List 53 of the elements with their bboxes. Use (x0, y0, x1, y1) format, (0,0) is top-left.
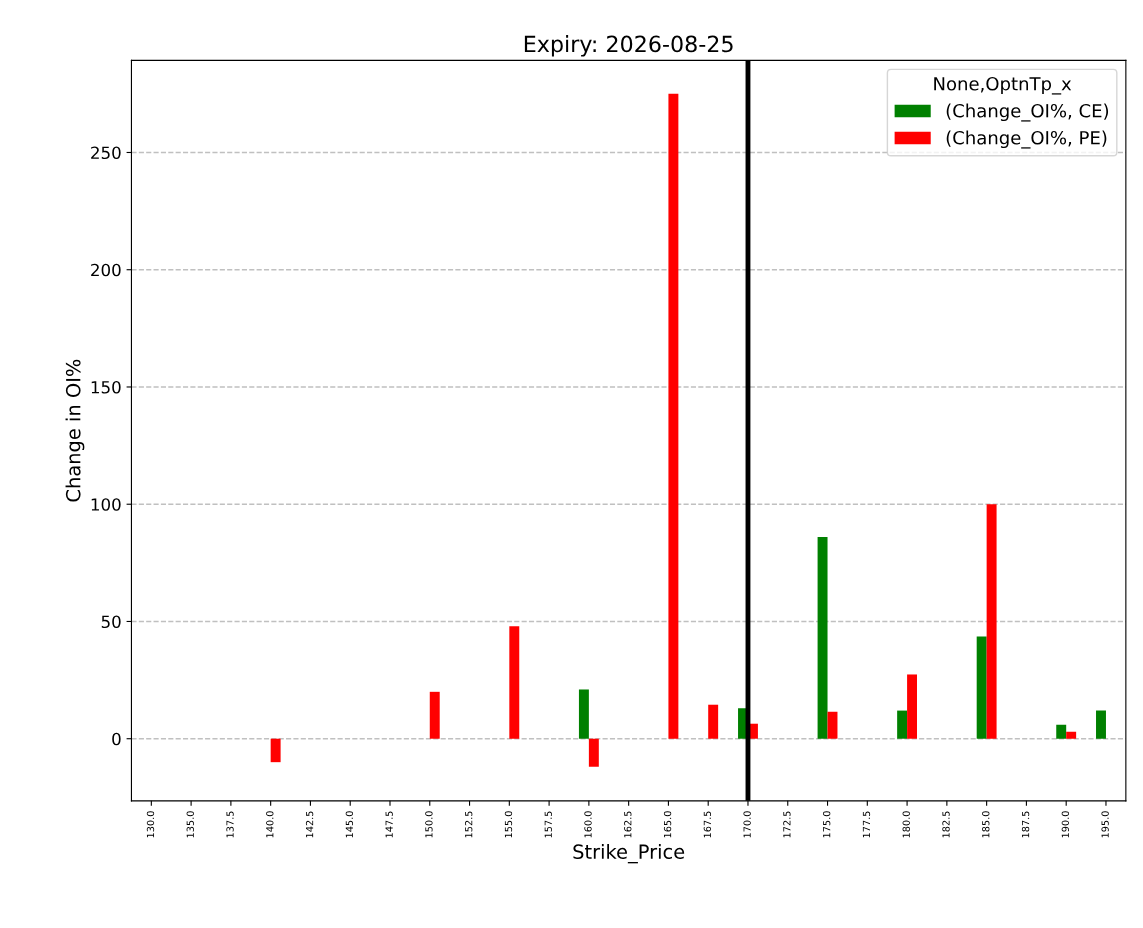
x-tick-label: 182.5 (942, 811, 950, 838)
bar (976, 636, 987, 739)
x-axis-title: Strike_Price (573, 843, 685, 864)
bar (270, 738, 281, 763)
x-tick-label: 150.0 (425, 811, 433, 838)
x-tick-label: 190.0 (1061, 811, 1070, 838)
bar (1056, 724, 1067, 739)
bar (817, 537, 828, 739)
x-tick-label: 170.0 (743, 811, 751, 838)
x-tick-label: 167.5 (703, 811, 712, 838)
x-tick-label: 140.0 (266, 811, 274, 838)
y-tick-label: 250 (91, 146, 121, 160)
chart-title: Expiry: 2026-08-25 (524, 35, 733, 57)
bar (668, 93, 679, 739)
legend-label: (Change_OI%, PE) (946, 130, 1107, 149)
x-tick-label: 172.5 (783, 811, 791, 838)
bar (588, 738, 599, 767)
x-tick-label: 157.5 (544, 811, 552, 838)
x-tick-label: 187.5 (1021, 811, 1030, 838)
x-tick-label: 142.5 (305, 811, 314, 838)
x-tick-label: 175.0 (823, 811, 831, 838)
bar (986, 504, 997, 739)
bar (429, 691, 440, 739)
bar (578, 689, 589, 739)
bar (827, 711, 838, 739)
x-tick-label: 155.0 (504, 811, 513, 838)
bar (509, 626, 520, 739)
x-tick-label: 185.0 (982, 811, 990, 838)
x-tick-label: 160.0 (584, 811, 592, 838)
x-tick-label: 165.0 (663, 811, 672, 838)
bar (907, 674, 918, 739)
legend-title: None,OptnTp_x (934, 76, 1072, 95)
y-tick-label: 200 (91, 263, 121, 277)
legend-label: (Change_OI%, CE) (946, 103, 1109, 122)
x-tick-label: 145.0 (345, 811, 354, 838)
bar (897, 710, 908, 739)
x-tick-label: 180.0 (902, 811, 910, 838)
x-tick-label: 147.5 (385, 811, 393, 838)
y-tick-label: 50 (101, 615, 121, 629)
x-tick-label: 130.0 (146, 811, 155, 838)
x-tick-label: 152.5 (465, 811, 473, 838)
x-tick-label: 177.5 (862, 811, 871, 838)
x-tick-label: 137.5 (226, 811, 234, 838)
y-tick-label: 100 (91, 498, 121, 511)
bar (1066, 731, 1077, 739)
y-tick-label: 0 (112, 732, 121, 746)
x-tick-label: 195.0 (1101, 811, 1109, 838)
x-tick-label: 135.0 (186, 811, 194, 838)
y-axis-title: Change in OI% (65, 359, 85, 502)
x-tick-label: 162.5 (624, 811, 632, 838)
bar (1096, 710, 1106, 739)
y-tick-label: 150 (91, 380, 121, 394)
bar (708, 704, 719, 739)
